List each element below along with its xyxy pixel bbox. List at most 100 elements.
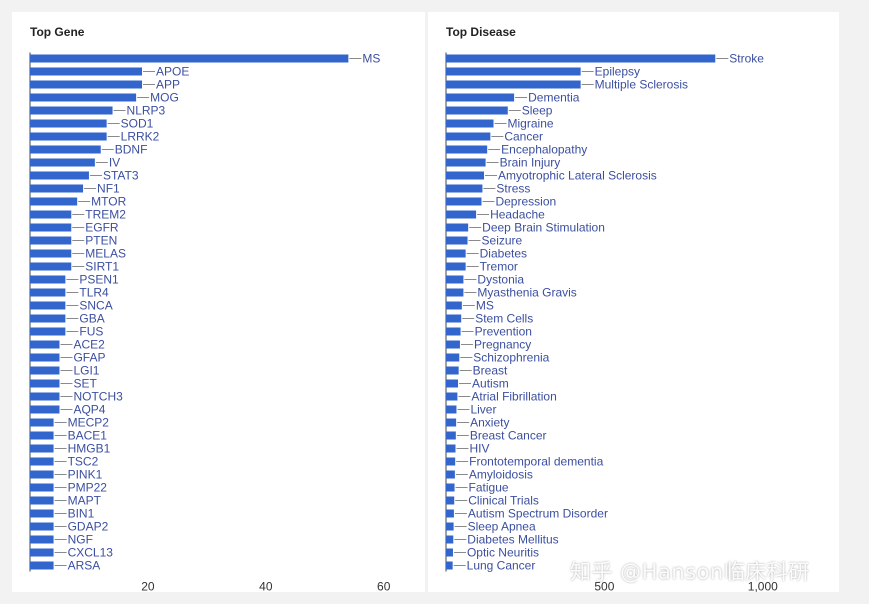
bar[interactable] <box>30 80 143 89</box>
bar[interactable] <box>446 119 494 128</box>
bar-label: Dystonia <box>477 273 524 287</box>
bar-label: SNCA <box>79 299 112 313</box>
bar[interactable] <box>446 483 455 492</box>
bar[interactable] <box>30 392 60 401</box>
bar[interactable] <box>30 444 54 453</box>
bar[interactable] <box>446 457 456 466</box>
bar[interactable] <box>446 379 459 388</box>
bar-label: GBA <box>79 312 104 326</box>
bar-label: STAT3 <box>103 169 139 183</box>
bar[interactable] <box>446 80 581 89</box>
bar[interactable] <box>30 340 60 349</box>
bar[interactable] <box>446 470 455 479</box>
bar[interactable] <box>30 470 54 479</box>
bar[interactable] <box>30 145 101 154</box>
bar[interactable] <box>446 145 488 154</box>
bar[interactable] <box>446 366 459 375</box>
bar[interactable] <box>446 327 461 336</box>
bar[interactable] <box>30 106 113 115</box>
bar[interactable] <box>30 496 54 505</box>
bar-label: BIN1 <box>68 507 95 521</box>
bar[interactable] <box>30 262 72 271</box>
bar-label: MELAS <box>85 247 126 261</box>
bar-label: Dementia <box>528 91 580 105</box>
bar[interactable] <box>30 314 66 323</box>
bar[interactable] <box>30 67 143 76</box>
bar[interactable] <box>446 249 466 258</box>
bar[interactable] <box>30 379 60 388</box>
bar[interactable] <box>30 171 89 180</box>
bar[interactable] <box>30 418 54 427</box>
bar-label: Schizophrenia <box>473 351 549 365</box>
bar[interactable] <box>30 431 54 440</box>
bar[interactable] <box>30 366 60 375</box>
bar[interactable] <box>446 67 581 76</box>
bar[interactable] <box>30 353 60 362</box>
bar-label: Anxiety <box>470 416 509 430</box>
bar[interactable] <box>446 340 460 349</box>
bar[interactable] <box>446 197 482 206</box>
bar[interactable] <box>446 288 464 297</box>
bar[interactable] <box>30 535 54 544</box>
bar[interactable] <box>446 158 486 167</box>
bar[interactable] <box>446 535 454 544</box>
bar[interactable] <box>446 223 469 232</box>
bar-label: ARSA <box>68 559 101 573</box>
bar[interactable] <box>446 522 454 531</box>
bar[interactable] <box>30 158 95 167</box>
bar[interactable] <box>30 548 54 557</box>
bar[interactable] <box>30 288 66 297</box>
bar[interactable] <box>446 561 453 570</box>
bar[interactable] <box>30 275 66 284</box>
bar[interactable] <box>30 119 107 128</box>
bar-label: MTOR <box>91 195 126 209</box>
bar[interactable] <box>30 561 54 570</box>
bar[interactable] <box>446 93 515 102</box>
bar[interactable] <box>30 132 107 141</box>
bar[interactable] <box>30 483 54 492</box>
bar-label: Sleep <box>522 104 553 118</box>
bar[interactable] <box>446 392 458 401</box>
bar[interactable] <box>30 236 72 245</box>
bar-label: ACE2 <box>73 338 105 352</box>
bar[interactable] <box>30 184 84 193</box>
bar[interactable] <box>30 509 54 518</box>
bar[interactable] <box>30 405 60 414</box>
bar[interactable] <box>446 405 457 414</box>
bar[interactable] <box>30 457 54 466</box>
top-gene-panel: Top Gene MS APOE APP MOG NLRP3 SOD1 LRRK2 BDNF I… <box>12 12 425 592</box>
bar[interactable] <box>446 184 483 193</box>
bar[interactable] <box>446 418 457 427</box>
bar[interactable] <box>30 223 72 232</box>
bar[interactable] <box>30 522 54 531</box>
bar[interactable] <box>446 236 468 245</box>
bar[interactable] <box>446 548 453 557</box>
bar[interactable] <box>446 106 508 115</box>
bar[interactable] <box>30 327 66 336</box>
bar[interactable] <box>446 353 460 362</box>
bar-label: APOE <box>156 65 189 79</box>
bar[interactable] <box>446 262 466 271</box>
bar-label: Diabetes <box>480 247 527 261</box>
bar-label: Myasthenia Gravis <box>477 286 576 300</box>
bar-label: Tremor <box>480 260 518 274</box>
bar[interactable] <box>30 54 349 63</box>
bar-label: HIV <box>470 442 490 456</box>
bar-label: MOG <box>150 91 179 105</box>
bar[interactable] <box>446 431 456 440</box>
bar[interactable] <box>30 93 137 102</box>
bar[interactable] <box>446 314 462 323</box>
bar[interactable] <box>30 301 66 310</box>
bar[interactable] <box>446 444 456 453</box>
bar[interactable] <box>446 301 462 310</box>
bar[interactable] <box>446 509 454 518</box>
bar[interactable] <box>446 275 464 284</box>
bar[interactable] <box>30 197 78 206</box>
bar[interactable] <box>446 171 485 180</box>
bar[interactable] <box>30 210 72 219</box>
bar[interactable] <box>446 132 491 141</box>
bar[interactable] <box>446 496 455 505</box>
bar[interactable] <box>30 249 72 258</box>
bar[interactable] <box>446 54 716 63</box>
bar[interactable] <box>446 210 477 219</box>
